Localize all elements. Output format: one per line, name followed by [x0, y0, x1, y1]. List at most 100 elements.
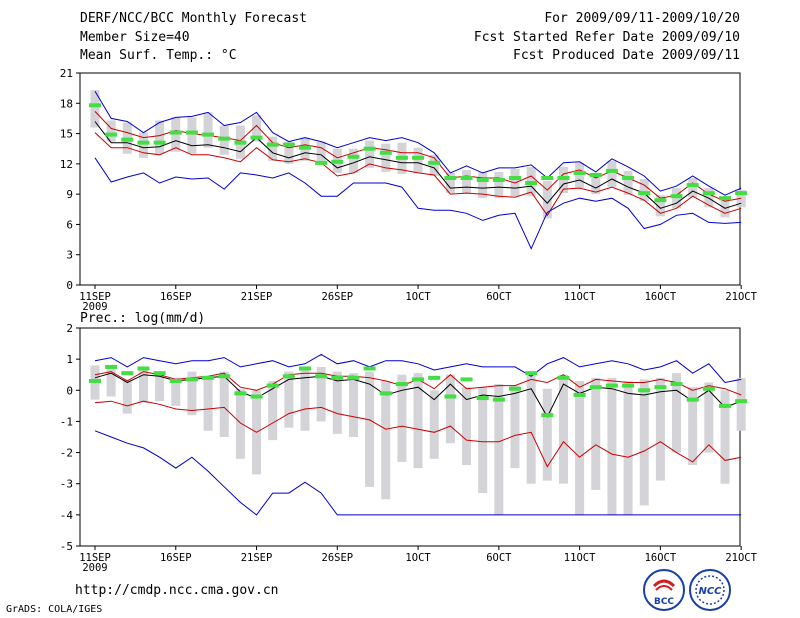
temperature-spread-box	[187, 117, 197, 154]
temperature-max-line	[94, 90, 742, 196]
temperature-observed-marker	[331, 159, 344, 164]
precipitation-observed-marker	[153, 371, 166, 376]
precipitation-observed-marker	[605, 383, 618, 388]
temperature-observed-marker	[234, 140, 247, 145]
precipitation-observed-marker	[557, 375, 570, 380]
precipitation-spread-box	[445, 374, 455, 444]
temperature-observed-marker	[557, 175, 570, 180]
precipitation-observed-marker	[266, 383, 279, 388]
temperature-spread-box	[558, 166, 568, 194]
precipitation-observed-marker	[202, 375, 215, 380]
precipitation-xtick-label: 16OCT	[645, 552, 677, 564]
temperature-spread-box	[171, 117, 181, 152]
temperature-spread-box	[155, 120, 165, 154]
temperature-observed-marker	[218, 136, 231, 141]
precipitation-spread-box	[575, 380, 585, 515]
temperature-spread-box	[672, 188, 682, 209]
precipitation-spread-box	[720, 390, 730, 484]
precipitation-spread-box	[623, 380, 633, 515]
temperature-observed-marker	[428, 160, 441, 165]
precipitation-observed-marker	[735, 399, 748, 404]
temperature-spread-box	[268, 136, 278, 161]
fcst-produced-date: Fcst Produced Date 2009/09/11	[513, 48, 740, 63]
temperature-spread-box	[639, 179, 649, 202]
temperature-observed-marker	[153, 140, 166, 145]
precipitation-observed-marker	[541, 413, 554, 418]
temperature-observed-marker	[541, 175, 554, 180]
precipitation-spread-box	[171, 377, 181, 406]
temperature-ytick-label: 21	[60, 67, 73, 80]
grads-credit: GrADS: COLA/IGES	[6, 604, 103, 615]
temperature-xtick-label: 16SEP	[160, 291, 192, 303]
precipitation-observed-marker	[654, 385, 667, 390]
temperature-spread-box	[413, 147, 423, 173]
temperature-observed-marker	[315, 160, 328, 165]
precipitation-observed-marker	[331, 375, 344, 380]
chart-title: DERF/NCC/BCC Monthly Forecast	[80, 11, 307, 26]
temperature-observed-marker	[137, 140, 150, 145]
precipitation-spread-box	[155, 373, 165, 402]
precipitation-ytick-label: -5	[60, 540, 73, 553]
temperature-spread-box	[720, 196, 730, 218]
source-url[interactable]: http://cmdp.ncc.cma.gov.cn	[75, 583, 279, 598]
temperature-ytick-label: 15	[60, 128, 73, 141]
precipitation-spread-box	[284, 371, 294, 428]
temperature-spread-box	[316, 141, 326, 161]
precipitation-spread-box	[203, 377, 213, 431]
variable-label: Mean Surf. Temp.: °C	[80, 48, 237, 63]
precipitation-xtick-label: 6OCT	[486, 552, 512, 564]
temperature-spread-box	[90, 90, 100, 128]
precipitation-observed-marker	[686, 397, 699, 402]
member-size-label: Member Size=40	[80, 30, 190, 45]
temperature-observed-marker	[573, 170, 586, 175]
precipitation-observed-marker	[702, 386, 715, 391]
temperature-spread-box	[623, 170, 633, 196]
precipitation-plot-frame	[79, 327, 741, 547]
precipitation-spread-box	[122, 379, 132, 414]
precipitation-xtick-label: 11SEP	[79, 552, 111, 564]
precipitation-panel-title: Prec.: log(mm/d)	[80, 311, 205, 326]
temperature-ytick-label: 6	[66, 218, 73, 231]
temperature-plot-frame	[79, 72, 741, 286]
precipitation-spread-box	[639, 379, 649, 506]
precipitation-spread-box	[187, 371, 197, 416]
bcc-logo-text: BCC	[654, 597, 674, 607]
precipitation-observed-marker	[379, 391, 392, 396]
precipitation-spread-box	[397, 374, 407, 462]
temperature-xtick-label: 16OCT	[645, 291, 677, 303]
temperature-spread-box	[494, 171, 504, 199]
precipitation-observed-marker	[573, 392, 586, 397]
temperature-observed-marker	[622, 175, 635, 180]
temperature-observed-marker	[105, 132, 118, 137]
temperature-spread-box	[607, 160, 617, 188]
precipitation-spread-box	[478, 387, 488, 494]
precipitation-spread-box	[106, 368, 116, 397]
precipitation-xtick-label: 1OCT	[405, 552, 431, 564]
precipitation-observed-marker	[428, 375, 441, 380]
precipitation-observed-marker	[622, 383, 635, 388]
precipitation-observed-marker	[395, 382, 408, 387]
precipitation-ytick-label: 1	[66, 353, 73, 366]
temperature-observed-marker	[250, 135, 263, 140]
temperature-observed-marker	[282, 142, 295, 147]
temperature-observed-marker	[605, 168, 618, 173]
precipitation-spread-box	[316, 366, 326, 422]
temperature-spread-box	[252, 115, 262, 142]
temperature-xtick-label: 1OCT	[405, 291, 431, 303]
temperature-spread-box	[575, 162, 585, 189]
temperature-observed-marker	[702, 191, 715, 196]
precipitation-spread-box	[381, 380, 391, 500]
precipitation-spread-box	[736, 377, 746, 431]
precipitation-xtick-label: 26SEP	[322, 552, 354, 564]
temperature-observed-marker	[589, 172, 602, 177]
precipitation-spread-box	[655, 377, 665, 481]
precipitation-spread-box	[607, 377, 617, 515]
temperature-xtick-label: 21SEP	[241, 291, 273, 303]
fcst-started-date: Fcst Started Refer Date 2009/09/10	[473, 30, 740, 45]
precipitation-observed-marker	[444, 394, 457, 399]
temperature-spread-box	[429, 154, 439, 176]
precipitation-spread-box	[138, 368, 148, 403]
temperature-observed-marker	[412, 155, 425, 160]
precipitation-spread-box	[300, 370, 310, 431]
